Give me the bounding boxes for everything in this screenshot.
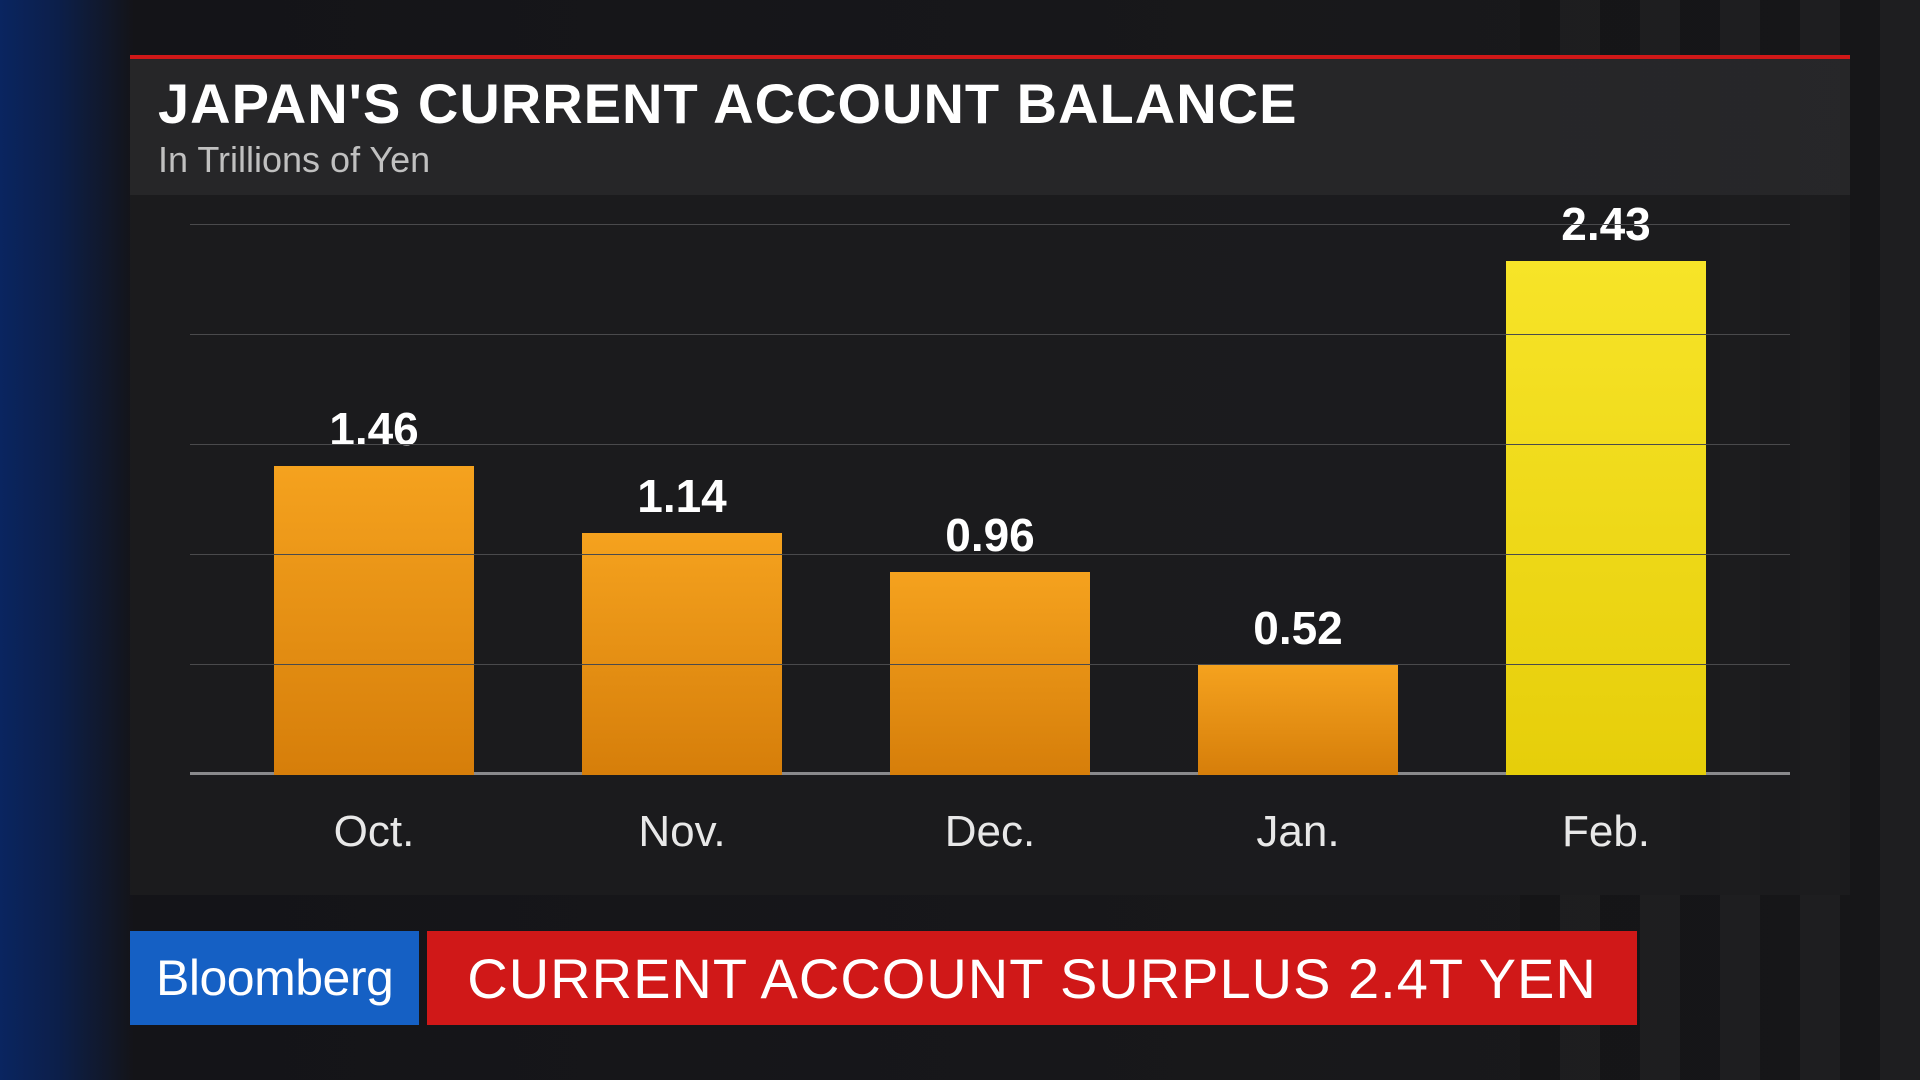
gridline: [190, 664, 1790, 665]
bar-value-label: 1.14: [637, 469, 727, 523]
x-axis-labels: Oct. Nov. Dec. Jan. Feb.: [190, 775, 1790, 857]
bar-group: 2.43: [1496, 197, 1716, 775]
gridline: [190, 444, 1790, 445]
chart-panel: JAPAN'S CURRENT ACCOUNT BALANCE In Trill…: [130, 55, 1850, 895]
x-axis-label: Dec.: [880, 807, 1100, 857]
bar: [274, 466, 474, 775]
lower-third: Bloomberg CURRENT ACCOUNT SURPLUS 2.4T Y…: [130, 931, 1637, 1025]
chart-header: JAPAN'S CURRENT ACCOUNT BALANCE In Trill…: [130, 55, 1850, 195]
bar-group: 0.52: [1188, 601, 1408, 775]
bar-value-label: 1.46: [329, 402, 419, 456]
bar: [1506, 261, 1706, 775]
x-axis-label: Feb.: [1496, 807, 1716, 857]
bar-group: 1.46: [264, 402, 484, 775]
chart-plot-area: 1.46 1.14 0.96 0.52 2.43 Oct. Nov. Dec. Jan. Feb…: [130, 195, 1850, 895]
bloomberg-logo: Bloomberg: [130, 931, 419, 1025]
chart-subtitle: In Trillions of Yen: [158, 139, 1822, 181]
gridline: [190, 554, 1790, 555]
x-axis-label: Nov.: [572, 807, 792, 857]
gridline: [190, 334, 1790, 335]
chart-title: JAPAN'S CURRENT ACCOUNT BALANCE: [158, 73, 1822, 135]
ticker-headline: CURRENT ACCOUNT SURPLUS 2.4T YEN: [427, 931, 1636, 1025]
bar-group: 0.96: [880, 508, 1100, 775]
bar: [582, 533, 782, 774]
bar-group: 1.14: [572, 469, 792, 774]
bar-value-label: 0.52: [1253, 601, 1343, 655]
bar: [1198, 665, 1398, 775]
gridline: [190, 224, 1790, 225]
bar: [890, 572, 1090, 775]
x-axis-label: Jan.: [1188, 807, 1408, 857]
x-axis-label: Oct.: [264, 807, 484, 857]
bars-container: 1.461.140.960.522.43: [190, 225, 1790, 775]
